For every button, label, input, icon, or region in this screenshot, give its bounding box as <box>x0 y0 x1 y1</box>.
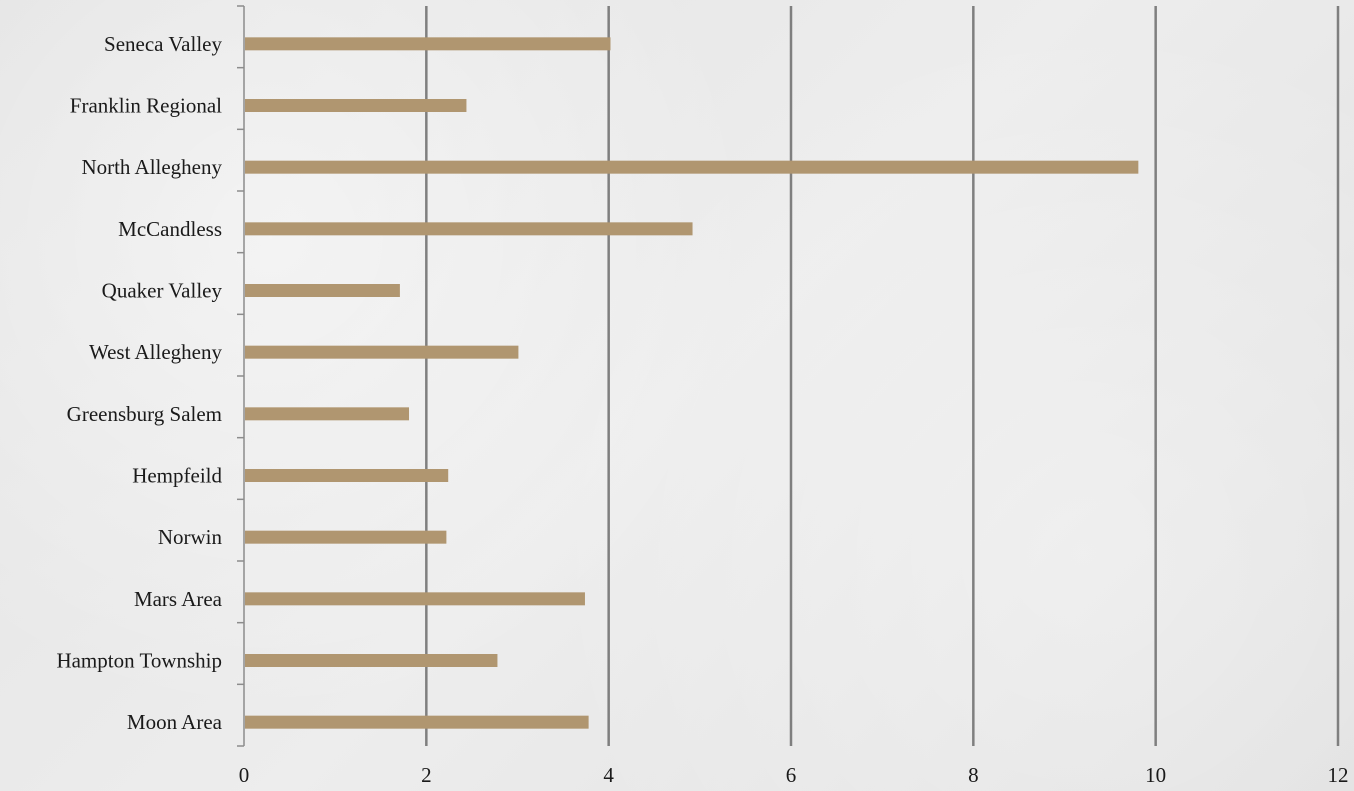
bars <box>245 37 1139 729</box>
category-label: McCandless <box>118 217 222 241</box>
bar-moon-area <box>245 715 589 729</box>
bar-hampton-township <box>245 654 498 667</box>
x-tick-label-4: 4 <box>603 763 614 787</box>
category-label: Hempfeild <box>132 464 222 488</box>
category-label: Norwin <box>158 525 223 549</box>
x-tick-label-8: 8 <box>968 763 979 787</box>
bar-greensburg-salem <box>245 407 410 421</box>
y-axis <box>237 5 245 747</box>
category-label: West Allegheny <box>89 340 223 364</box>
category-label: North Allegheny <box>81 155 222 179</box>
bar-quaker-valley <box>245 284 400 297</box>
x-tick-label-0: 0 <box>239 763 250 787</box>
bar-franklin-regional <box>245 99 467 112</box>
x-tick-label-2: 2 <box>421 763 432 787</box>
x-tick-label-6: 6 <box>786 763 797 787</box>
bar-hempfeild <box>245 469 449 482</box>
x-tick-label-10: 10 <box>1145 763 1166 787</box>
x-tick-labels: 0 2 4 6 8 10 12 <box>239 763 1349 787</box>
category-label: Seneca Valley <box>104 32 222 56</box>
gridlines <box>425 6 1340 746</box>
x-tick-label-12: 12 <box>1328 763 1349 787</box>
bar-west-allegheny <box>245 345 519 359</box>
bar-mars-area <box>245 592 585 606</box>
bar-seneca-valley <box>245 37 611 51</box>
bar-mccandless <box>245 222 693 236</box>
category-label: Moon Area <box>127 710 223 734</box>
bar-norwin <box>245 530 447 544</box>
category-labels: Moon Area Hampton Township Mars Area Norwin… <box>56 32 222 734</box>
category-label: Franklin Regional <box>70 94 222 118</box>
bar-north-allegheny <box>245 160 1139 174</box>
category-label: Quaker Valley <box>102 279 223 303</box>
category-label: Mars Area <box>134 587 223 611</box>
category-label: Hampton Township <box>56 649 222 673</box>
category-label: Greensburg Salem <box>67 402 222 426</box>
